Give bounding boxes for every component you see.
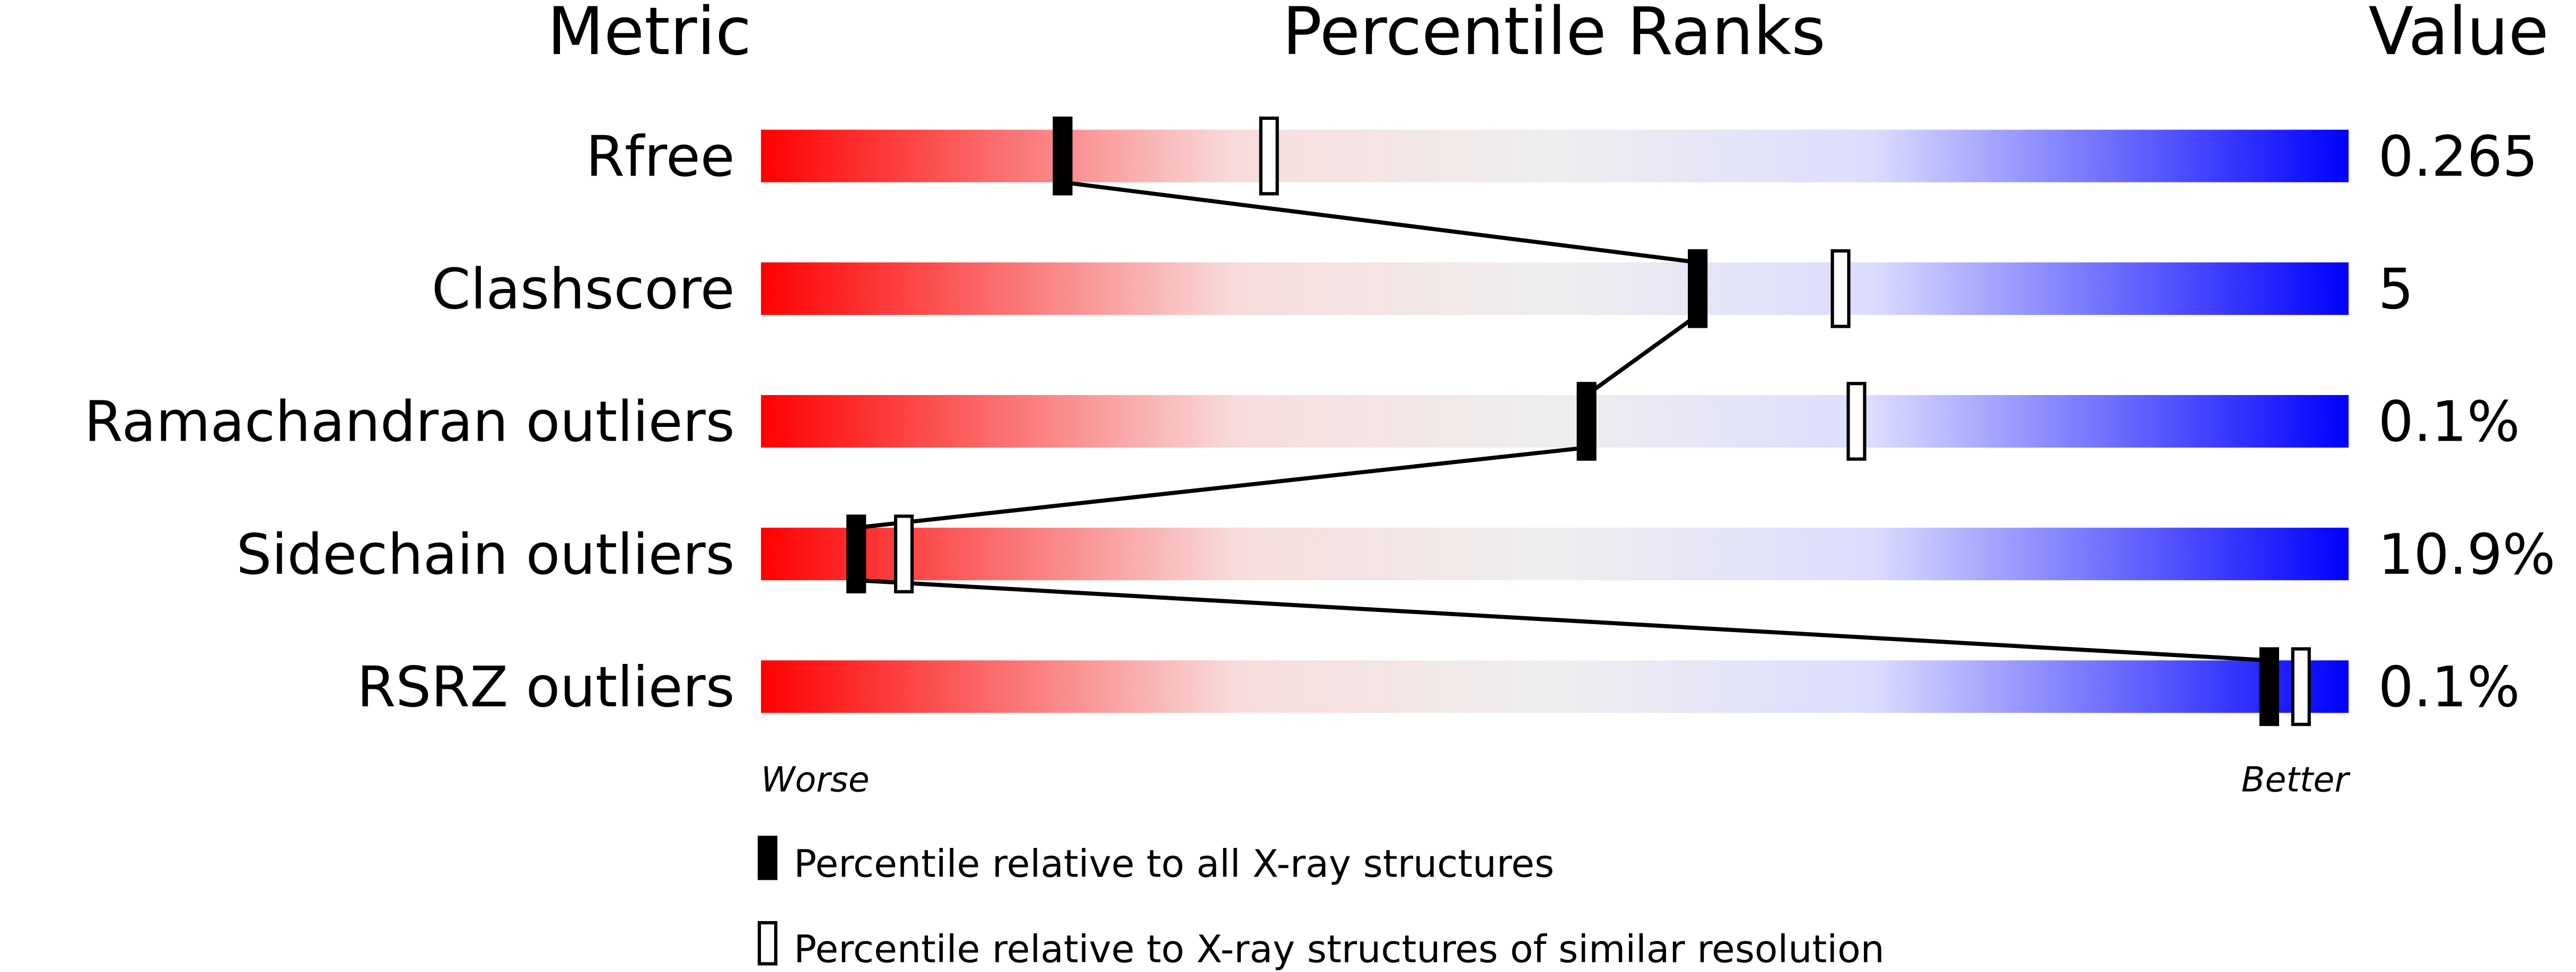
marker-similar-resolution <box>1259 116 1279 196</box>
marker-similar-resolution <box>893 514 914 593</box>
header-metric: Metric <box>547 0 751 70</box>
marker-all-structures <box>1576 382 1597 461</box>
header-value: Value <box>2369 0 2549 70</box>
header-percentile-ranks: Percentile Ranks <box>1282 0 1825 70</box>
connector-line <box>856 578 2270 663</box>
metric-label: Ramachandran outliers <box>84 389 735 454</box>
metric-label: Rfree <box>586 124 735 189</box>
marker-similar-resolution <box>1846 382 1867 461</box>
legend-all-label: Percentile relative to all X-ray structu… <box>794 842 1554 886</box>
percentile-bar <box>761 660 2349 713</box>
metric-label: RSRZ outliers <box>357 654 734 720</box>
metric-label: Clashscore <box>432 256 735 321</box>
marker-all-structures <box>846 514 866 593</box>
legend-similar-label: Percentile relative to X-ray structures … <box>794 927 1885 971</box>
percentile-bar <box>761 129 2349 182</box>
metric-value: 5 <box>2378 256 2414 321</box>
legend-filled-marker <box>757 836 778 880</box>
axis-better-label: Better <box>2241 760 2351 800</box>
metric-value: 0.265 <box>2378 124 2538 189</box>
axis-worse-label: Worse <box>761 760 870 800</box>
marker-similar-resolution <box>2291 647 2311 726</box>
marker-all-structures <box>2259 647 2280 726</box>
marker-all-structures <box>1688 249 1708 328</box>
connector-line <box>1585 313 1699 397</box>
percentile-bar <box>761 395 2349 448</box>
marker-similar-resolution <box>1830 249 1851 328</box>
metric-value: 0.1% <box>2378 654 2520 720</box>
metric-label: Sidechain outliers <box>236 522 735 587</box>
metric-value: 0.1% <box>2378 389 2520 454</box>
connector-line <box>1062 180 1698 265</box>
metric-value: 10.9% <box>2378 522 2555 587</box>
percentile-bar <box>761 528 2349 581</box>
percentile-bar <box>761 262 2349 315</box>
connector-line <box>856 445 1587 530</box>
marker-all-structures <box>1053 116 1073 196</box>
legend-open-marker <box>757 921 778 966</box>
